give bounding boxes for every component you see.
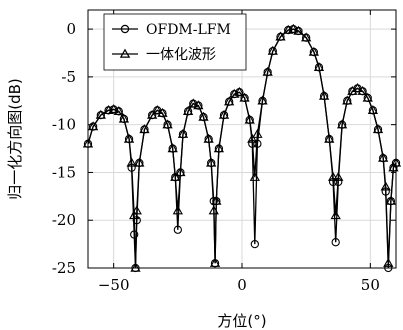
data-point-triangle <box>262 66 273 76</box>
data-point-triangle <box>367 105 379 115</box>
data-point-triangle <box>175 167 186 177</box>
data-point-triangle <box>193 100 204 110</box>
data-point-triangle <box>385 195 397 205</box>
y-tick-label: 0 <box>66 20 76 38</box>
data-point-triangle <box>147 109 158 119</box>
legend-label-ofdm-lfm: OFDM-LFM <box>146 22 231 38</box>
legend-marker-circle-icon <box>120 24 130 34</box>
data-point-triangle <box>342 95 353 105</box>
data-point-triangle <box>198 111 209 121</box>
data-point-triangle <box>129 210 140 220</box>
tick-layer: −50 0 50 0 -5 -10 -15 -20 -25 <box>52 10 396 294</box>
data-point-triangle <box>324 133 335 143</box>
x-tick-label: 50 <box>361 276 380 294</box>
data-point-triangle <box>182 105 194 115</box>
legend-box <box>103 13 247 71</box>
y-tick-label: -5 <box>61 68 76 86</box>
data-point-triangle <box>275 31 286 41</box>
data-point-circle <box>331 238 340 247</box>
data-point-triangle <box>327 171 339 181</box>
data-point-triangle <box>213 143 225 153</box>
data-point-triangle <box>152 105 163 115</box>
data-point-triangle <box>139 124 150 134</box>
data-point-triangle <box>318 90 330 100</box>
data-point-triangle <box>188 98 199 108</box>
legend-entry-integrated-waveform: 一体化波形 <box>112 47 216 63</box>
data-point-triangle <box>123 133 135 143</box>
data-point-triangle <box>203 133 214 143</box>
y-axis-title: 归一化方向图(dB) <box>6 78 24 200</box>
legend-label-integrated-waveform: 一体化波形 <box>146 47 216 63</box>
data-point-triangle <box>330 210 341 220</box>
data-point-triangle <box>357 85 368 95</box>
data-point-triangle <box>170 171 181 181</box>
data-point-triangle <box>172 205 183 215</box>
data-point-triangle <box>130 262 141 272</box>
y-tick-label: -20 <box>52 211 76 229</box>
data-point-triangle <box>336 119 348 129</box>
data-point-triangle <box>333 171 344 181</box>
data-point-triangle <box>167 143 178 153</box>
data-point-triangle <box>234 86 245 96</box>
series-layer <box>82 23 402 273</box>
data-point-triangle <box>95 109 106 119</box>
data-point-triangle <box>352 83 363 93</box>
data-point-circle <box>250 239 259 249</box>
data-point-triangle <box>313 62 325 72</box>
legend: OFDM-LFM 一体化波形 <box>103 13 247 71</box>
y-tick-label: -10 <box>52 116 76 134</box>
data-point-triangle <box>239 92 250 102</box>
legend-entry-ofdm-lfm: OFDM-LFM <box>112 22 231 38</box>
data-point-triangle <box>247 133 258 143</box>
data-point-triangle <box>157 107 168 117</box>
x-tick-label: 0 <box>237 276 247 294</box>
data-point-triangle <box>347 85 358 95</box>
data-point-triangle <box>211 195 222 205</box>
data-point-triangle <box>293 25 304 35</box>
data-point-triangle <box>362 92 373 102</box>
data-point-triangle <box>208 205 219 215</box>
data-point-triangle <box>372 124 384 134</box>
data-point-triangle <box>257 95 268 105</box>
data-point-triangle <box>162 119 173 129</box>
x-axis-title: 方位(°) <box>217 312 266 330</box>
data-point-triangle <box>209 257 221 267</box>
data-point-triangle <box>177 128 189 138</box>
data-point-triangle <box>380 181 391 191</box>
data-point-triangle <box>308 46 320 56</box>
data-point-triangle <box>244 114 255 124</box>
data-point-triangle <box>118 113 130 123</box>
data-point-triangle <box>383 257 394 267</box>
legend-marker-triangle-icon <box>119 48 131 58</box>
series-line <box>87 28 397 269</box>
data-point-triangle <box>113 105 124 115</box>
y-tick-label: -15 <box>52 163 76 181</box>
x-tick-label: −50 <box>98 276 130 294</box>
data-point-circle <box>173 225 182 234</box>
data-point-triangle <box>131 205 142 215</box>
data-point-triangle <box>252 128 263 138</box>
y-tick-label: -25 <box>52 259 76 277</box>
data-point-triangle <box>301 32 312 42</box>
data-point-triangle <box>134 157 145 167</box>
data-point-triangle <box>218 109 230 119</box>
data-point-triangle <box>108 104 119 114</box>
data-point-triangle <box>249 171 260 181</box>
data-point-triangle <box>378 152 389 162</box>
series-integrated-waveform <box>82 23 402 272</box>
data-point-triangle <box>87 121 99 131</box>
data-point-triangle <box>267 45 278 55</box>
data-point-triangle <box>206 157 217 167</box>
data-point-triangle <box>126 157 137 167</box>
data-point-triangle <box>288 23 299 33</box>
data-point-triangle <box>224 96 235 106</box>
